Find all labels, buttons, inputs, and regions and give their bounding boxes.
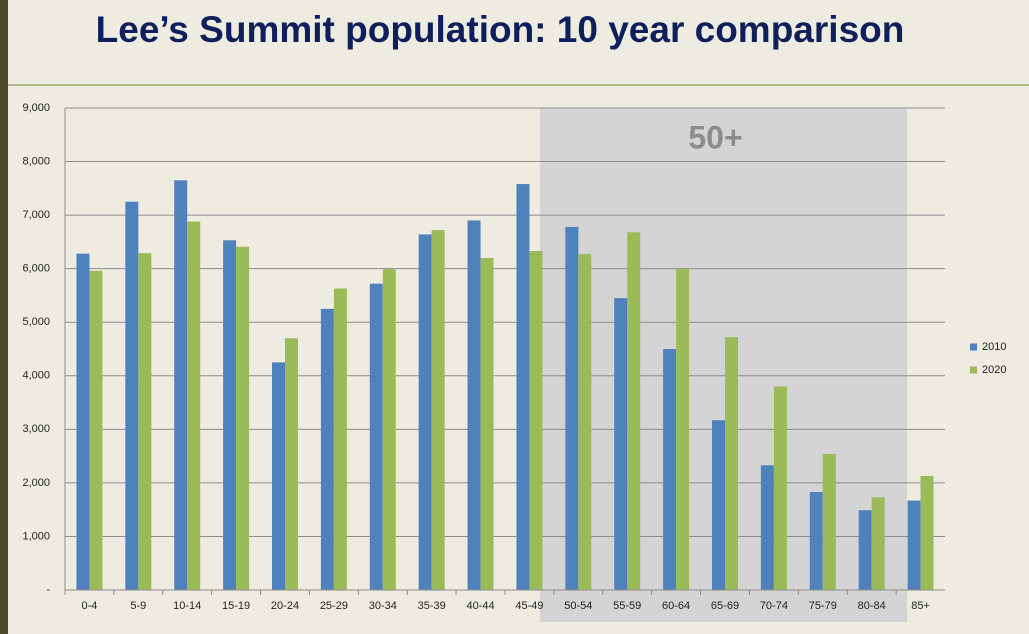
x-tick-label: 30-34	[369, 600, 397, 612]
x-tick-label: 85+	[911, 600, 930, 612]
bar	[285, 338, 298, 590]
legend-label: 2020	[982, 364, 1006, 376]
bar	[431, 230, 445, 590]
bar	[89, 270, 103, 590]
bar	[871, 497, 885, 590]
y-tick-label: 7,000	[22, 209, 50, 221]
x-tick-label: 50-54	[564, 600, 592, 612]
x-tick-label: 75-79	[809, 600, 837, 612]
bar	[467, 220, 481, 590]
bar	[236, 246, 250, 590]
y-tick-label: 3,000	[22, 423, 50, 435]
bar	[676, 268, 690, 590]
y-tick-label: 2,000	[22, 477, 50, 489]
x-tick-label: 35-39	[418, 600, 446, 612]
bar	[773, 386, 787, 590]
x-tick-label: 10-14	[173, 600, 201, 612]
legend-swatch	[970, 366, 977, 374]
bar	[223, 240, 237, 590]
bar	[663, 349, 677, 590]
bar	[272, 362, 285, 590]
bar	[516, 184, 530, 590]
bar	[614, 298, 628, 590]
bar	[565, 226, 579, 591]
legend-swatch	[970, 343, 977, 351]
bar	[369, 283, 383, 590]
bar	[712, 420, 725, 590]
y-tick-label: 6,000	[22, 263, 50, 275]
bar	[907, 500, 921, 590]
bar	[174, 180, 188, 591]
x-tick-label: 15-19	[222, 600, 250, 612]
bar	[529, 250, 543, 590]
x-tick-label: 60-64	[662, 600, 690, 612]
bar	[627, 232, 641, 590]
bar	[320, 308, 334, 590]
bar	[578, 254, 592, 590]
bar	[480, 257, 494, 590]
side-stripe	[0, 0, 8, 634]
y-tick-label: 4,000	[22, 370, 50, 382]
x-tick-label: 70-74	[760, 600, 788, 612]
y-tick-label: 1,000	[22, 530, 50, 542]
bar	[822, 453, 836, 590]
legend-label: 2010	[982, 341, 1006, 353]
x-tick-label: 80-84	[858, 600, 886, 612]
y-tick-label: 5,000	[22, 316, 50, 328]
x-tick-label: 45-49	[515, 600, 543, 612]
y-tick-label: -	[46, 584, 50, 596]
bar	[418, 234, 432, 590]
bar	[187, 221, 201, 590]
y-tick-label: 8,000	[22, 155, 50, 167]
x-tick-label: 0-4	[81, 600, 97, 612]
x-tick-label: 55-59	[613, 600, 641, 612]
bar	[809, 491, 823, 590]
bar	[858, 510, 872, 590]
chart-title: Lee’s Summit population: 10 year compari…	[96, 9, 905, 50]
bar	[333, 288, 347, 590]
bar	[125, 201, 139, 590]
bar	[76, 253, 90, 590]
bar	[760, 465, 774, 590]
bar	[138, 253, 152, 590]
x-tick-label: 65-69	[711, 600, 739, 612]
y-tick-label: 9,000	[22, 102, 50, 114]
bar	[920, 475, 934, 590]
bar	[725, 337, 738, 590]
x-tick-label: 20-24	[271, 600, 299, 612]
x-tick-label: 40-44	[466, 600, 494, 612]
x-tick-label: 5-9	[130, 600, 146, 612]
x-tick-label: 25-29	[320, 600, 348, 612]
annotation: 50+	[688, 119, 742, 155]
bar	[382, 269, 396, 590]
